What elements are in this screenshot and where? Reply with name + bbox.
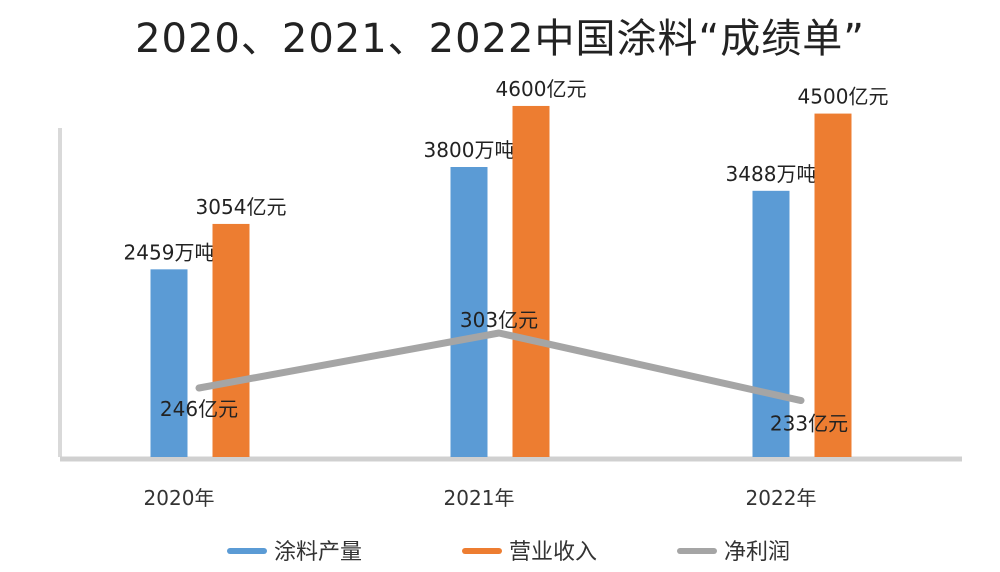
legend-label-0: 涂料产量 [274, 540, 362, 565]
bar-output-1 [450, 167, 488, 457]
data-label-output-2: 3488万吨 [726, 162, 817, 186]
legend-label-2: 净利润 [724, 540, 790, 565]
data-label-net-profit-2: 233亿元 [770, 412, 848, 436]
data-label-revenue-1: 4600亿元 [496, 77, 587, 101]
legend-label-1: 营业收入 [509, 540, 597, 565]
x-tick-label-2: 2022年 [746, 486, 817, 510]
bar-revenue-0 [212, 223, 250, 457]
chart-title: 2020、2021、2022中国涂料“成绩单” [135, 16, 865, 62]
bar-revenue-2 [814, 113, 852, 457]
bar-output-2 [752, 190, 790, 457]
bar-revenue-1 [512, 105, 550, 458]
x-tick-label-0: 2020年 [144, 486, 215, 510]
data-label-output-0: 2459万吨 [124, 240, 215, 264]
data-label-revenue-0: 3054亿元 [196, 195, 287, 219]
line-net-profit [195, 329, 805, 405]
data-label-net-profit-0: 246亿元 [160, 397, 238, 421]
data-label-net-profit-1: 303亿元 [460, 308, 538, 332]
bar-output-0 [150, 269, 188, 457]
data-label-revenue-2: 4500亿元 [798, 85, 889, 109]
x-tick-label-1: 2021年 [444, 486, 515, 510]
data-label-output-1: 3800万吨 [424, 138, 515, 162]
